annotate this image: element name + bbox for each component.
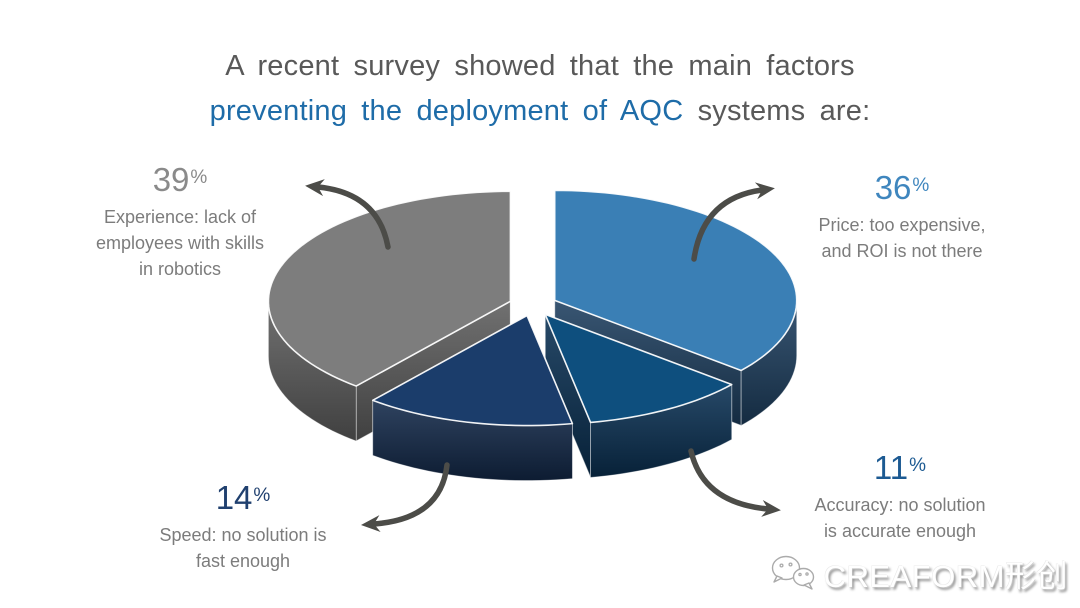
callout-arrow-price: [691, 182, 775, 262]
creaform-logo: CREAFORM形创: [769, 551, 1068, 596]
pie-slice-speed: [371, 314, 574, 481]
callout-price: 36% Price: too expensive, and ROI is not…: [772, 168, 1032, 264]
description-line: Price: too expensive,: [818, 215, 986, 235]
description-line: employees with skills: [95, 233, 265, 253]
callout-speed: 14% Speed: no solution is fast enough: [113, 478, 373, 574]
callout-accuracy: 11% Accuracy: no solution is accurate en…: [770, 448, 1030, 544]
callout-description-speed: Speed: no solution is fast enough: [113, 522, 373, 574]
percent-sign: %: [912, 175, 930, 196]
callout-arrow-speed: [361, 462, 450, 532]
description-line: Speed: no solution is: [159, 525, 327, 545]
title-line-2: preventing the deployment of AQC systems…: [0, 89, 1080, 134]
percent-number: 36: [874, 169, 912, 206]
pie-slice-accuracy-top: [544, 313, 733, 424]
percentage-value-experience: 39%: [50, 160, 310, 198]
logo-text: CREAFORM形创: [823, 559, 1068, 594]
percent-sign: %: [253, 485, 271, 506]
arrowhead-icon: [361, 515, 381, 532]
percentage-value-speed: 14%: [113, 478, 373, 516]
percentage-value-accuracy: 11%: [770, 448, 1030, 486]
percent-sign: %: [190, 167, 208, 188]
description-line: in robotics: [138, 259, 222, 279]
pie-slice-price-top: [553, 189, 798, 372]
callout-arrow-experience: [305, 179, 391, 250]
description-line: fast enough: [195, 551, 291, 571]
percent-number: 14: [215, 479, 253, 516]
callout-experience: 39% Experience: lack of employees with s…: [50, 160, 310, 282]
wechat-bubbles-icon: [771, 555, 814, 590]
description-line: is accurate enough: [823, 521, 977, 541]
callout-description-experience: Experience: lack of employees with skill…: [50, 204, 310, 282]
title-highlight-text: preventing the deployment of AQC: [209, 95, 684, 127]
description-line: Experience: lack of: [103, 207, 257, 227]
arrowhead-icon: [305, 179, 325, 197]
callout-description-price: Price: too expensive, and ROI is not the…: [772, 212, 1032, 264]
arrowhead-icon: [754, 182, 775, 200]
percent-number: 39: [152, 161, 190, 198]
percent-number: 11: [873, 449, 909, 486]
pie-slice-speed-top: [371, 314, 574, 427]
pie-slice-accuracy: [544, 313, 733, 478]
title-line-1: A recent survey showed that the main fac…: [225, 50, 855, 82]
pie-slice-experience-top: [267, 190, 512, 387]
title-line2-rest: systems are:: [683, 95, 871, 127]
percent-sign: %: [909, 455, 927, 476]
callout-arrow-accuracy: [688, 448, 781, 517]
arrowhead-icon: [761, 500, 781, 517]
description-line: Accuracy: no solution: [814, 495, 986, 515]
percentage-value-price: 36%: [772, 168, 1032, 206]
slide-title: A recent survey showed that the main fac…: [0, 44, 1080, 134]
callout-description-accuracy: Accuracy: no solution is accurate enough: [770, 492, 1030, 544]
description-line: and ROI is not there: [821, 241, 983, 261]
